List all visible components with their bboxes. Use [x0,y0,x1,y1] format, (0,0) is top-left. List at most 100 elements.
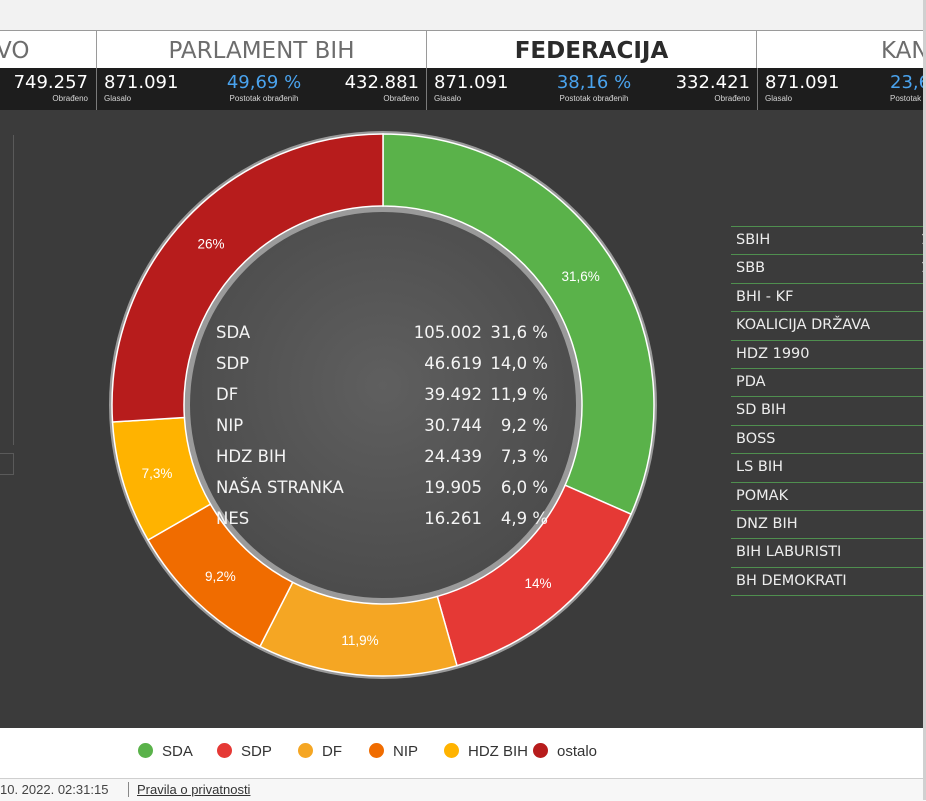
last-updated-timestamp: 10. 2022. 02:31:15 [0,782,109,797]
party-name: NIP [216,416,244,435]
side-party-name: SBB [736,260,766,277]
chart-area: 31,6% 14% 11,9% 9,2% 7,3% 26% SDA 105.002 31,6 … [0,110,926,728]
stat-group2-glasalo: 871.091 Glasalo [434,72,509,104]
legend-item-sdp[interactable]: SDP [217,742,272,762]
slice-label-sdp: 14% [524,576,551,591]
party-percent: 31,6 % [490,323,548,342]
stat-group2-postotak: 38,16 % Postotak obrađenih [556,72,632,104]
side-list-item[interactable]: DNZ BIH [731,509,926,538]
side-party-name: SBIH [736,232,771,248]
party-percent: 9,2 % [500,416,548,435]
party-percent: 6,0 % [500,478,548,497]
side-list-item[interactable]: BH DEMOKRATI [731,566,926,597]
privacy-policy-link[interactable]: Pravila o privatnosti [137,782,251,797]
side-party-name: SD BIH [736,402,787,419]
side-list-item[interactable]: POMAK [731,481,926,510]
slice-label-sda: 31,6% [562,269,600,284]
party-votes: 19.905 [424,478,482,497]
tab-vo[interactable]: VO [0,31,97,68]
donut-slice-sda[interactable] [382,133,655,516]
party-votes: 16.261 [424,509,482,528]
side-list-item[interactable]: BOSS [731,424,926,453]
legend-swatch [217,743,232,758]
side-party-name: DNZ BIH [736,515,798,532]
center-table-row: SDP 46.619 14,0 % [216,351,556,382]
side-list-item[interactable]: HDZ 1990 [731,339,926,368]
stats-separator [757,68,758,110]
side-party-name: BH DEMOKRATI [736,572,847,589]
slice-label-ostalo: 26% [197,236,224,251]
center-table-row: NIP 30.744 9,2 % [216,413,556,444]
side-party-name: KOALICIJA DRŽAVA [736,317,871,334]
party-name: NES [216,509,250,528]
right-scrollbar[interactable] [923,0,926,800]
legend-label: SDP [241,743,272,760]
stat-group3-glasalo: 871.091 Glasalo [765,72,840,104]
party-votes: 30.744 [424,416,482,435]
side-list-item[interactable]: SD BIH [731,396,926,424]
slice-label-nip: 9,2% [205,569,236,584]
left-panel-control [0,453,14,475]
party-percent: 14,0 % [490,354,548,373]
stats-bar: 749.257 Obrađeno 871.091 Glasalo 49,69 % Po… [0,68,926,110]
party-percent: 4,9 % [500,509,548,528]
stats-separator [426,68,427,110]
legend-item-hdz-bih[interactable]: HDZ BIH [444,742,528,762]
party-votes: 105.002 [413,323,482,342]
side-list-item[interactable]: LS BIH [731,453,926,481]
party-votes: 46.619 [424,354,482,373]
side-list-item[interactable]: KOALICIJA DRŽAVA [731,311,926,339]
top-strip [0,0,926,30]
footer: 10. 2022. 02:31:15 Pravila o privatnosti [0,778,926,801]
legend-item-nip[interactable]: NIP [369,742,418,762]
footer-separator [128,782,129,797]
side-party-name: PDA [736,373,766,390]
party-side-list: SBIH1SBB1 BHI - KF KOALICIJA DRŽAVA HDZ 199… [731,226,926,597]
center-table-row: SDA 105.002 31,6 % [216,320,556,351]
chart-legend: SDA SDP DF NIP HDZ BIH ostalo [0,728,926,778]
stat-group1-obradeno: 432.881 Obrađeno [344,72,419,104]
side-list-item[interactable]: SBB1 [731,254,926,282]
legend-label: DF [322,743,342,760]
tab-federacija[interactable]: FEDERACIJA [427,31,757,68]
party-votes: 24.439 [424,447,482,466]
tab-parlament-bih[interactable]: PARLAMENT BIH [97,31,427,68]
legend-item-ostalo[interactable]: ostalo [533,742,597,762]
donut-slice-ostalo[interactable] [111,133,384,423]
legend-swatch [298,743,313,758]
stats-separator [96,68,97,110]
legend-swatch [444,743,459,758]
legend-item-df[interactable]: DF [298,742,342,762]
side-party-name: BHI - KF [736,288,794,305]
party-percent: 11,9 % [490,385,548,404]
side-party-name: HDZ 1990 [736,345,810,362]
stat-group3-postotak: 23,6Postotak [890,72,926,104]
side-list-item[interactable]: BIH LABURISTI [731,538,926,566]
tab-kant[interactable]: KANT [881,38,926,64]
stat-group1-glasalo: 871.091 Glasalo [104,72,179,104]
side-list-item[interactable]: SBIH1 [731,226,926,254]
legend-swatch [369,743,384,758]
center-table-row: NAŠA STRANKA 19.905 6,0 % [216,475,556,506]
slice-label-hdz-bih: 7,3% [142,466,173,481]
party-name: SDP [216,354,250,373]
party-name: SDA [216,323,251,342]
party-percent: 7,3 % [500,447,548,466]
side-party-name: LS BIH [736,459,784,476]
legend-label: NIP [393,743,419,760]
stat-group0-obradeno: 749.257 Obrađeno [13,72,88,104]
center-table-row: NES 16.261 4,9 % [216,506,556,537]
donut-center [190,212,576,598]
side-list-item[interactable]: BHI - KF [731,282,926,311]
side-list-item[interactable]: PDA [731,367,926,396]
stat-group1-postotak: 49,69 % Postotak obrađenih [226,72,302,104]
donut-chart: 31,6% 14% 11,9% 9,2% 7,3% 26% [109,131,657,679]
party-name: NAŠA STRANKA [216,478,344,497]
center-results-table: SDA 105.002 31,6 % SDP 46.619 14,0 % DF 39.492 1… [216,320,556,537]
legend-swatch [138,743,153,758]
legend-item-sda[interactable]: SDA [138,742,193,762]
legend-swatch [533,743,548,758]
side-party-name: BOSS [736,430,776,447]
stat-group2-obradeno: 332.421 Obrađeno [675,72,750,104]
party-name: HDZ BIH [216,447,287,466]
